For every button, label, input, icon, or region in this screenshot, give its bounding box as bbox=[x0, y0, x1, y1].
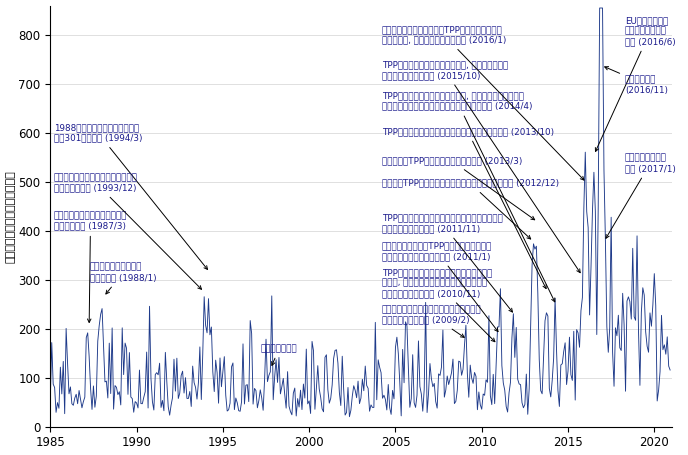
Text: 内閣改造で菅首相はTPP協定への参加に積極
的な海江田氏を経産相に任命 (2011/1): 内閣改造で菅首相はTPP協定への参加に積極 的な海江田氏を経産相に任命 (201… bbox=[382, 242, 498, 332]
Text: TPP首脳会合は交渉参加国が大筋合意に至らず終了 (2013/10): TPP首脳会合は交渉参加国が大筋合意に至らず終了 (2013/10) bbox=[382, 127, 554, 288]
Text: ガット・ウルグアイラウンド合意に
向けた最終交渉 (1993/12): ガット・ウルグアイラウンド合意に 向けた最終交渉 (1993/12) bbox=[54, 173, 202, 289]
Y-axis label: 通商政策をめぐる不透明性指数: 通商政策をめぐる不透明性指数 bbox=[6, 170, 16, 263]
Text: TPP協定の合意に向けた最終交渉, 日米などの国々
での批准に対する不安 (2015/10): TPP協定の合意に向けた最終交渉, 日米などの国々 での批准に対する不安 (20… bbox=[382, 61, 580, 273]
Text: TPP協定に関する日米協議が難航, 米連邦議会で貿易促進
権限法案の成立見通しが立たないことへの不安 (2014/4): TPP協定に関する日米協議が難航, 米連邦議会で貿易促進 権限法案の成立見通しが… bbox=[382, 91, 555, 302]
Text: TPP協定の交渉に参加するかどうかをめぐり与党
民主党内で激しい対立 (2011/11): TPP協定の交渉に参加するかどうかをめぐり与党 民主党内で激しい対立 (2011… bbox=[382, 214, 513, 312]
Text: アジア通貨危機: アジア通貨危機 bbox=[261, 344, 298, 365]
Text: EUからの離脱の
是非を問う英国民
投票 (2016/6): EUからの離脱の 是非を問う英国民 投票 (2016/6) bbox=[595, 16, 676, 152]
Text: 米オバマ政権の任期中でのTPP協定の議会承認を
めぐる不安, 甘利経済再生相が辞任 (2016/1): 米オバマ政権の任期中でのTPP協定の議会承認を めぐる不安, 甘利経済再生相が辞… bbox=[382, 25, 584, 180]
Text: 米連邦議会でバイ・アメリカン条項を含む
景気対策法案の審議 (2009/2): 米連邦議会でバイ・アメリカン条項を含む 景気対策法案の審議 (2009/2) bbox=[382, 305, 482, 337]
Text: 米連邦議会で包括通商
法案の審議 (1988/1): 米連邦議会で包括通商 法案の審議 (1988/1) bbox=[90, 263, 157, 294]
Text: 米レーガン政権が対日経済制裁
の発動を決定 (1987/3): 米レーガン政権が対日経済制裁 の発動を決定 (1987/3) bbox=[54, 211, 127, 323]
Text: 1988年包括通商競争力法のスー
パー301条の復活 (1994/3): 1988年包括通商競争力法のスー パー301条の復活 (1994/3) bbox=[54, 123, 208, 269]
Text: 総選挙でTPP協定への参加に反対の野党自民党が勝利 (2012/12): 総選挙でTPP協定への参加に反対の野党自民党が勝利 (2012/12) bbox=[382, 179, 559, 239]
Text: TPP協定交渉への参加をめぐり与党民主党内
で対立, 菅首相は交渉参加に向けて関係国と
協議に入ることを表明 (2010/11): TPP協定交渉への参加をめぐり与党民主党内 で対立, 菅首相は交渉参加に向けて関… bbox=[382, 268, 495, 342]
Text: 安倍首相がTPP協定交渉への参加を表明 (2013/3): 安倍首相がTPP協定交渉への参加を表明 (2013/3) bbox=[382, 157, 535, 220]
Text: 米大統領選挙
(2016/11): 米大統領選挙 (2016/11) bbox=[605, 66, 668, 95]
Text: 米トランプ政権が
発足 (2017/1): 米トランプ政権が 発足 (2017/1) bbox=[606, 153, 676, 238]
